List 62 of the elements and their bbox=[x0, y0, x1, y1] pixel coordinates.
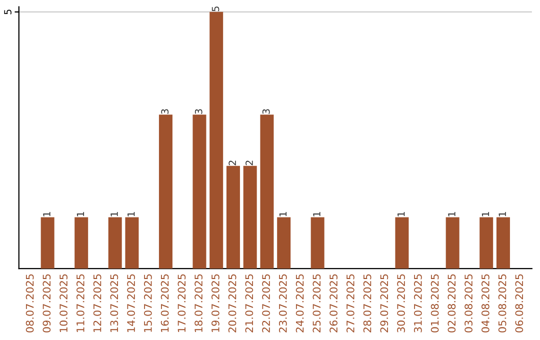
bar bbox=[40, 217, 54, 269]
data-label: 1 bbox=[110, 212, 118, 216]
data-label: 2 bbox=[246, 160, 253, 166]
x-tick-label: 26.07.2025 bbox=[330, 274, 338, 332]
bar bbox=[446, 217, 460, 269]
x-tick-label: 11.07.2025 bbox=[76, 274, 84, 332]
x-tick-label: 04.08.2025 bbox=[481, 274, 490, 332]
bar bbox=[158, 114, 172, 269]
data-label: 1 bbox=[313, 212, 320, 216]
bar bbox=[480, 217, 494, 269]
x-tick-label: 31.07.2025 bbox=[414, 274, 422, 332]
x-tick-label: 18.07.2025 bbox=[194, 274, 202, 332]
bar bbox=[277, 217, 291, 269]
x-tick-label: 27.07.2025 bbox=[346, 274, 354, 332]
x-tick-label: 29.07.2025 bbox=[380, 274, 388, 332]
bar bbox=[192, 114, 206, 269]
x-tick-label: 24.07.2025 bbox=[296, 274, 304, 332]
x-tick-label: 02.08.2025 bbox=[448, 274, 456, 332]
bar bbox=[496, 217, 510, 269]
bar bbox=[260, 114, 274, 269]
x-tick-label: 17.07.2025 bbox=[178, 274, 186, 332]
x-tick-label: 19.07.2025 bbox=[211, 274, 220, 332]
x-tick-label: 22.07.2025 bbox=[262, 274, 270, 332]
data-label: 1 bbox=[279, 212, 287, 216]
data-label: 1 bbox=[398, 212, 405, 216]
x-tick-label: 30.07.2025 bbox=[397, 274, 405, 332]
x-tick-label: 13.07.2025 bbox=[110, 274, 118, 332]
x-tick-label: 03.08.2025 bbox=[464, 274, 472, 332]
x-tick-label: 14.07.2025 bbox=[127, 274, 135, 332]
x-tick-label: 25.07.2025 bbox=[312, 274, 321, 332]
data-label: 1 bbox=[76, 212, 84, 216]
x-tick-label: 05.08.2025 bbox=[498, 274, 506, 332]
x-tick-label: 20.07.2025 bbox=[228, 274, 236, 332]
x-tick-label: 10.07.2025 bbox=[60, 274, 68, 332]
data-label: 3 bbox=[262, 109, 270, 114]
x-tick-label: 28.07.2025 bbox=[363, 274, 372, 332]
x-tick-label: 16.07.2025 bbox=[160, 274, 169, 332]
x-tick-label: 06.08.2025 bbox=[515, 274, 524, 332]
bar bbox=[310, 217, 324, 269]
data-label: 3 bbox=[194, 109, 202, 114]
x-tick-label: 08.07.2025 bbox=[26, 274, 34, 332]
x-tick-label: 12.07.2025 bbox=[93, 274, 102, 332]
data-label: 1 bbox=[482, 212, 490, 216]
bar bbox=[243, 166, 257, 269]
bar bbox=[108, 217, 122, 269]
x-tick-label: 15.07.2025 bbox=[144, 274, 152, 332]
data-label: 1 bbox=[498, 212, 506, 216]
bar bbox=[74, 217, 88, 269]
x-tick-label: 09.07.2025 bbox=[42, 274, 51, 332]
x-tick-label: 01.08.2025 bbox=[430, 274, 439, 332]
bar bbox=[395, 217, 409, 269]
data-label: 3 bbox=[161, 109, 169, 114]
x-tick-label: 21.07.2025 bbox=[245, 274, 254, 332]
data-label: 2 bbox=[228, 160, 236, 166]
x-tick-label: 23.07.2025 bbox=[278, 274, 287, 332]
data-label: 5 bbox=[212, 6, 220, 12]
data-label: 1 bbox=[128, 212, 135, 216]
data-label: 1 bbox=[448, 212, 456, 216]
bar bbox=[226, 166, 240, 269]
bar bbox=[125, 217, 139, 269]
data-label: 1 bbox=[43, 212, 50, 216]
bar bbox=[210, 12, 224, 269]
